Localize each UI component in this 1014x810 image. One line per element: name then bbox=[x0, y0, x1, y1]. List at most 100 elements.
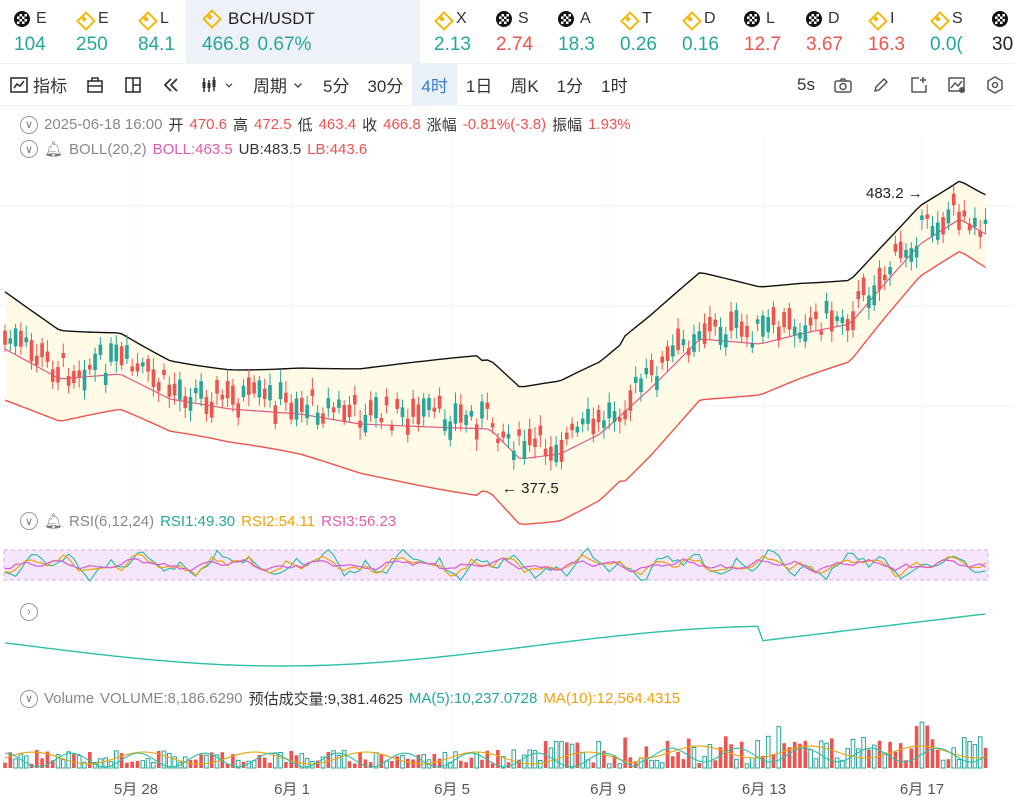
ticker-item[interactable]: E 250 bbox=[62, 0, 124, 63]
volume-bar bbox=[718, 747, 723, 768]
candle-body bbox=[236, 403, 240, 418]
volume-bar bbox=[808, 749, 813, 769]
candle-body bbox=[618, 417, 622, 422]
candle-body bbox=[660, 356, 664, 363]
volume-bar bbox=[548, 747, 554, 769]
boll-legend: ∨ 🔔︎ BOLL(20,2) BOLL:463.5 UB:483.5 LB:4… bbox=[20, 140, 367, 158]
interval-1h[interactable]: 1时 bbox=[601, 77, 628, 96]
volume-bar bbox=[707, 744, 713, 769]
candle-body bbox=[697, 331, 702, 341]
candle-body bbox=[830, 310, 834, 332]
interval-1m[interactable]: 1分 bbox=[556, 77, 584, 96]
chevron-down-icon bbox=[225, 82, 233, 88]
expand-icon[interactable]: › bbox=[20, 603, 38, 621]
ohlc-legend: ∨ 2025-06-18 16:00 开 470.6 高 472.5 低 463.4 … bbox=[20, 114, 631, 135]
bell-icon[interactable]: 🔔︎ bbox=[44, 141, 64, 158]
high-annotation: 483.2 → bbox=[866, 185, 923, 202]
ticker-item[interactable]: L 12.7 bbox=[730, 0, 792, 63]
ticker-item[interactable]: S 2.74 bbox=[482, 0, 544, 63]
candle-body bbox=[437, 395, 442, 409]
volume-bar bbox=[336, 754, 342, 769]
ticker-item[interactable]: X 2.13 bbox=[420, 0, 482, 63]
ticker-change: 0.67% bbox=[257, 34, 312, 55]
ticker-symbol: I bbox=[890, 10, 895, 27]
volume-bar bbox=[936, 749, 940, 768]
chart-area[interactable]: 483.2 → ← 377.5 ∨ 2025-06-18 16:00 开 470.6… bbox=[0, 106, 1014, 810]
candle-body bbox=[983, 219, 988, 225]
volume-bar bbox=[522, 754, 527, 769]
collapse-icon[interactable]: ∨ bbox=[20, 140, 38, 158]
candle-body bbox=[898, 241, 903, 259]
candle-body bbox=[342, 405, 346, 421]
candle-type-button[interactable] bbox=[190, 64, 244, 106]
interval-30m[interactable]: 30分 bbox=[367, 77, 404, 96]
ticker-item[interactable]: T 0.26 bbox=[606, 0, 668, 63]
indicators-button[interactable]: 指标 bbox=[0, 64, 76, 106]
interval-1w[interactable]: 周K bbox=[510, 77, 539, 96]
ticker-value: 0.26 bbox=[620, 34, 657, 55]
volume-bar bbox=[734, 758, 739, 769]
volume-bar bbox=[421, 754, 426, 769]
ticker-item[interactable]: D 0.16 bbox=[668, 0, 730, 63]
ticker-item[interactable]: S 0.0( bbox=[916, 0, 978, 63]
volume-bar bbox=[834, 757, 840, 769]
candle-body bbox=[183, 396, 187, 408]
screenshot-button[interactable] bbox=[824, 64, 862, 106]
candle-body bbox=[220, 394, 225, 400]
ticker-value: 2.74 bbox=[496, 34, 533, 55]
candle-body bbox=[946, 209, 951, 224]
ticker-price: 250 bbox=[76, 34, 124, 56]
candle-body bbox=[130, 366, 134, 372]
add-window-button[interactable] bbox=[900, 64, 938, 106]
volume-bar bbox=[284, 761, 288, 768]
interval-4h[interactable]: 4时 bbox=[412, 63, 457, 106]
compare-button[interactable] bbox=[938, 64, 976, 106]
candle-body bbox=[231, 385, 235, 405]
candle-body bbox=[872, 285, 876, 306]
ticker-item[interactable]: E 104 bbox=[0, 0, 62, 63]
ticker-item[interactable]: L 84.1 bbox=[124, 0, 186, 63]
volume-bar bbox=[553, 740, 559, 769]
candle-body bbox=[681, 339, 686, 346]
ticker-item[interactable]: D 3.67 bbox=[792, 0, 854, 63]
ticker-item[interactable]: 30 bbox=[978, 0, 1014, 63]
okx-logo-icon bbox=[992, 11, 1008, 27]
candle-body bbox=[448, 421, 452, 440]
settings-button[interactable] bbox=[976, 64, 1014, 106]
candle-body bbox=[294, 398, 299, 420]
collapse-icon[interactable]: ∨ bbox=[20, 115, 38, 134]
ticker-active[interactable]: BCH/USDT 466.8 0.67% bbox=[186, 0, 420, 63]
price-chart[interactable]: 483.2 → ← 377.5 bbox=[0, 106, 1014, 810]
indicators-label: 指标 bbox=[33, 77, 67, 96]
interval-1d[interactable]: 1日 bbox=[465, 77, 493, 96]
draw-button[interactable] bbox=[862, 64, 900, 106]
candle-body bbox=[8, 338, 13, 344]
ticker-item[interactable]: A 18.3 bbox=[544, 0, 606, 63]
ticker-price: 12.7 bbox=[744, 34, 792, 56]
candle-body bbox=[241, 385, 246, 398]
candle-body bbox=[665, 346, 670, 361]
rsi-legend: ∨ 🔔︎ RSI(6,12,24) RSI1:49.30 RSI2:54.11 … bbox=[20, 512, 396, 530]
candle-body bbox=[686, 348, 691, 356]
candle-body bbox=[533, 438, 537, 448]
volume-bar bbox=[930, 739, 935, 768]
candle-body bbox=[718, 327, 723, 345]
volume-bar bbox=[50, 760, 55, 768]
collapse-icon[interactable]: ∨ bbox=[20, 689, 38, 708]
interval-5m[interactable]: 5分 bbox=[323, 77, 350, 96]
rewind-button[interactable] bbox=[152, 64, 190, 106]
volume-bar bbox=[294, 755, 299, 768]
volume-bar bbox=[776, 726, 782, 769]
refresh-rate-button[interactable]: 5s bbox=[797, 74, 815, 94]
candle-body bbox=[692, 334, 696, 352]
ticker-value: 18.3 bbox=[558, 34, 595, 55]
briefcase-button[interactable] bbox=[76, 64, 114, 106]
candle-body bbox=[840, 317, 845, 324]
bell-icon[interactable]: 🔔︎ bbox=[44, 513, 64, 530]
collapse-icon[interactable]: ∨ bbox=[20, 512, 38, 530]
period-dropdown[interactable]: 周期 bbox=[244, 64, 314, 106]
candle-body bbox=[61, 353, 66, 358]
ticker-item[interactable]: I 16.3 bbox=[854, 0, 916, 63]
ticker-price: 16.3 bbox=[868, 34, 916, 56]
layout-button[interactable] bbox=[114, 64, 152, 106]
